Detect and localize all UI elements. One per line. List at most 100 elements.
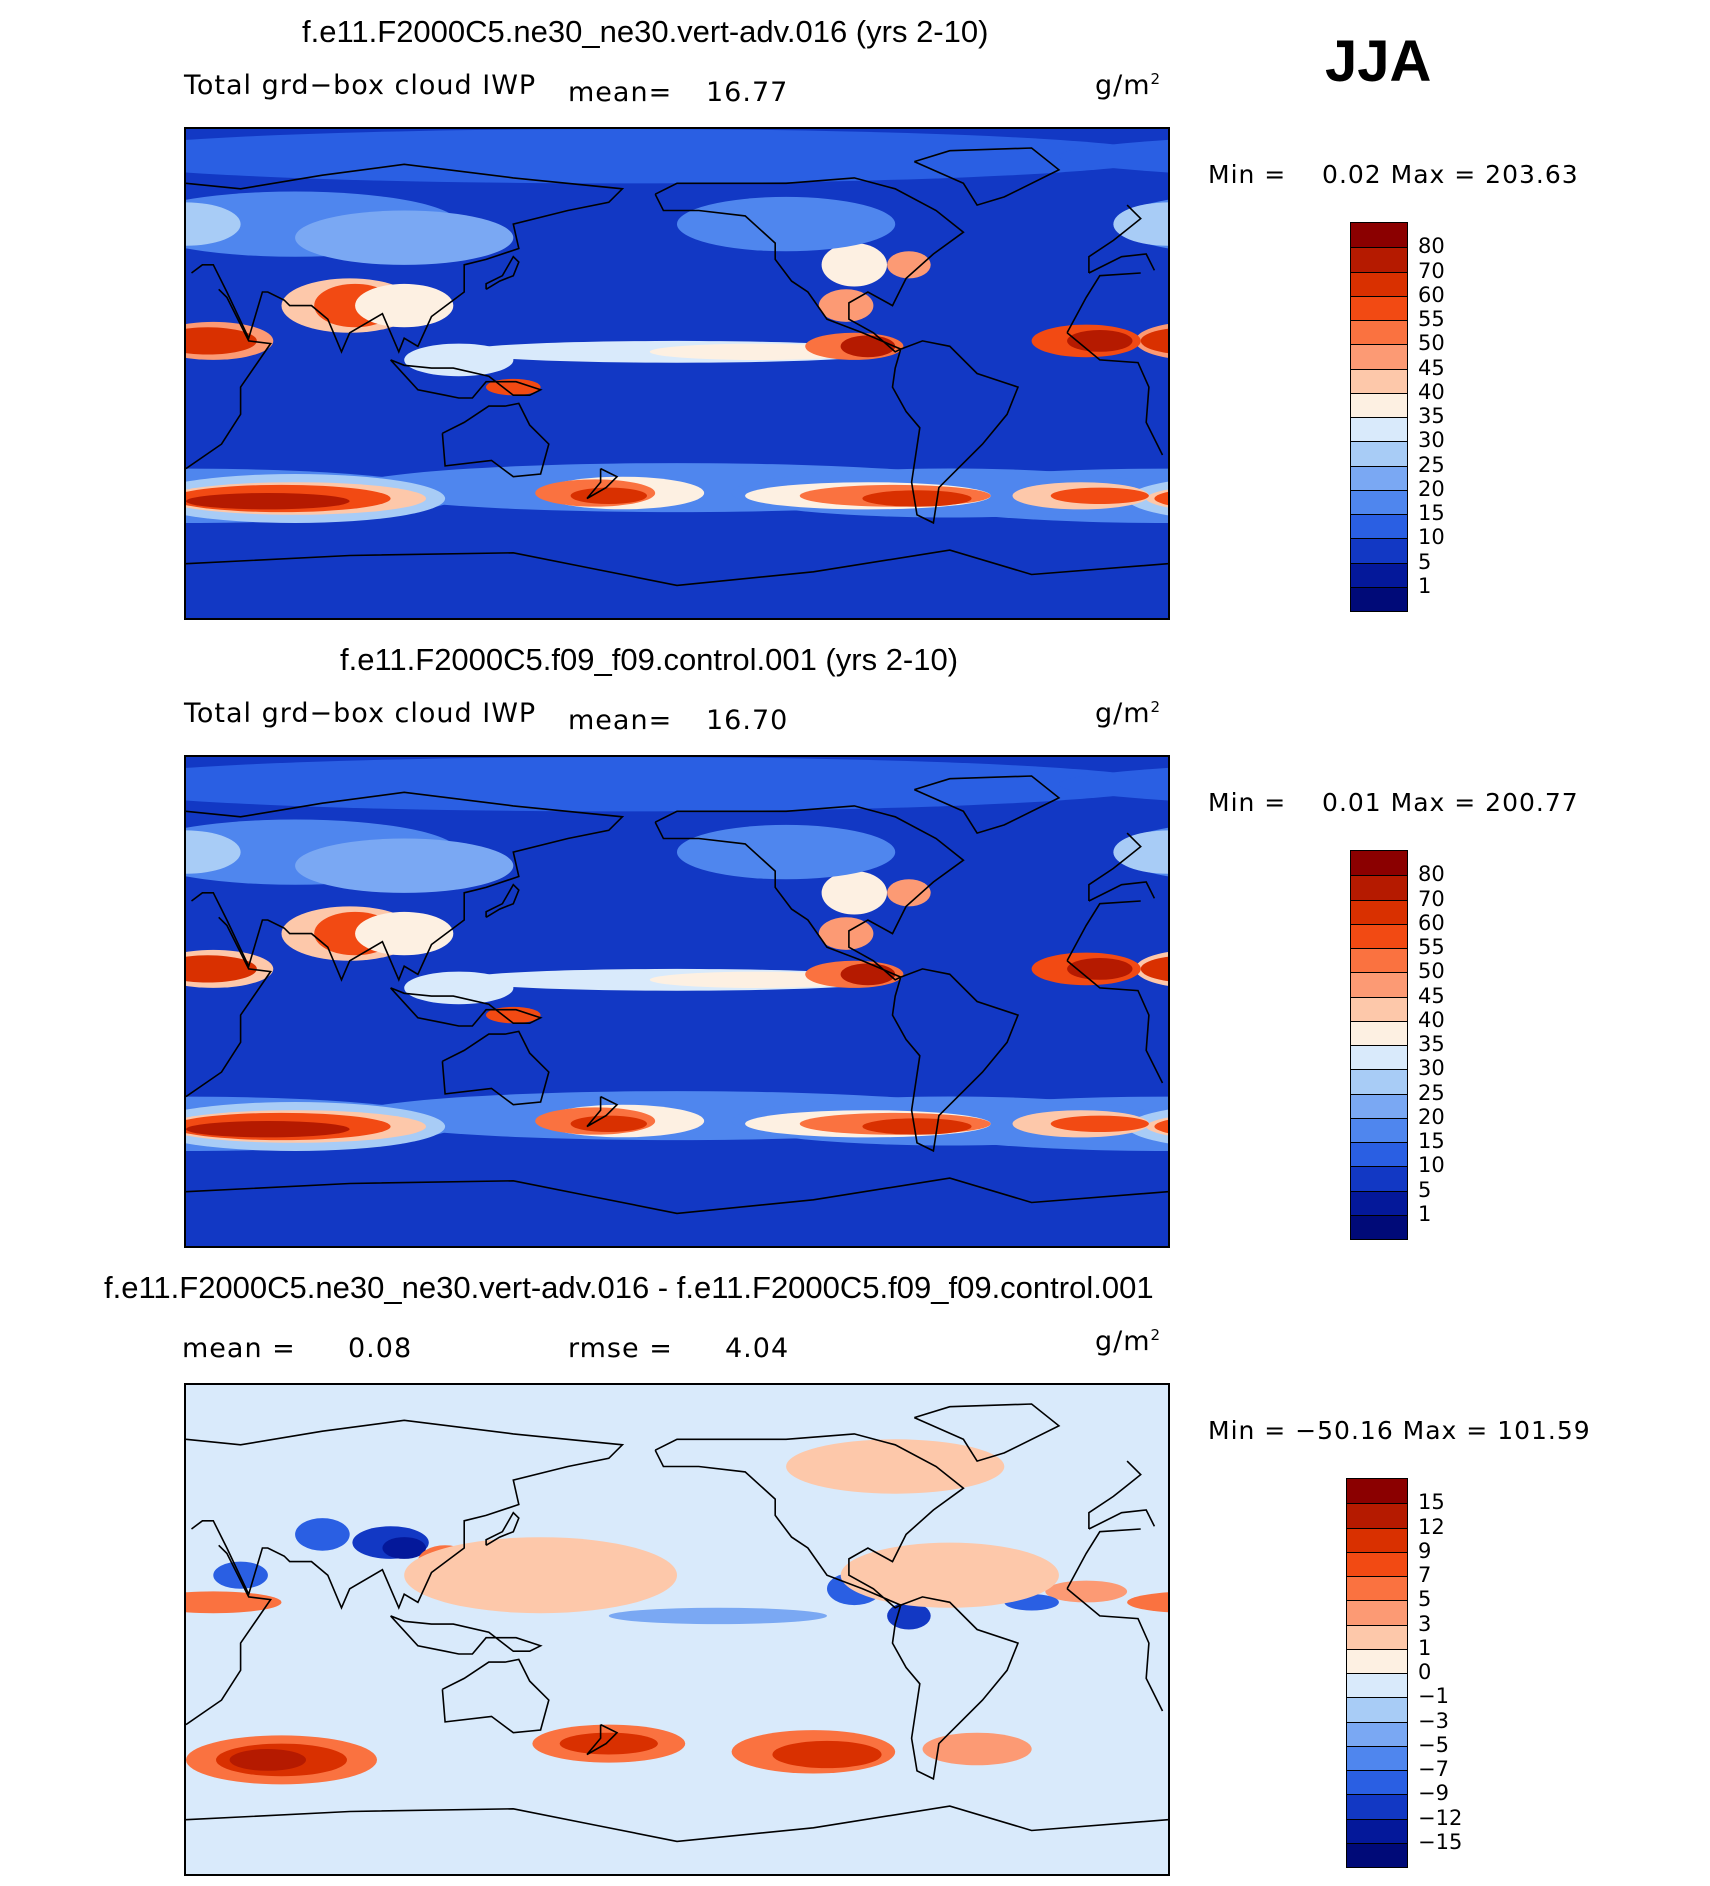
field-contour xyxy=(295,1518,350,1551)
season-label: JJA xyxy=(1325,29,1432,94)
colorbar-swatch xyxy=(1351,948,1407,973)
field-contour xyxy=(1113,202,1168,246)
field-contour xyxy=(1050,487,1149,504)
field-contour xyxy=(821,243,887,287)
colorbar-tick-label: 40 xyxy=(1418,379,1445,404)
colorbar-swatch xyxy=(1351,562,1407,587)
field-contour xyxy=(677,196,896,252)
colorbar-tick-label: 15 xyxy=(1418,1129,1445,1153)
colorbar-swatch xyxy=(1351,514,1407,539)
colorbar-swatch xyxy=(1351,417,1407,442)
panel-1-min-max: Min = 0.02 Max = 203.63 xyxy=(1208,160,1579,189)
field-contour xyxy=(677,824,896,880)
colorbar-tick-label: 50 xyxy=(1418,331,1445,356)
panel-2-title: f.e11.F2000C5.f09_f09.control.001 (yrs 2… xyxy=(340,642,959,677)
field-contour xyxy=(229,1749,306,1771)
field-contour xyxy=(295,838,514,893)
colorbar-swatch xyxy=(1347,1648,1407,1673)
colorbar-tick-label: 30 xyxy=(1418,1056,1445,1081)
colorbar-tick-label: 30 xyxy=(1418,428,1445,453)
colorbar-tick-label: 55 xyxy=(1418,307,1445,331)
colorbar-swatch xyxy=(1351,899,1407,924)
field-contour xyxy=(1154,491,1168,506)
colorbar-tick-label: 70 xyxy=(1418,258,1445,283)
coastline xyxy=(891,340,1020,525)
coastline xyxy=(186,163,1156,354)
field-layer xyxy=(186,1439,1168,1785)
field-contour xyxy=(862,490,972,507)
coastline xyxy=(586,467,619,500)
colorbar-swatch xyxy=(1351,586,1407,611)
coastline xyxy=(654,1433,965,1609)
colorbar-swatch xyxy=(1347,1624,1407,1649)
panel-2-map xyxy=(184,755,1170,1248)
field-contour xyxy=(570,487,647,504)
panel-1-mean-label: mean= xyxy=(568,77,673,108)
colorbar-swatch xyxy=(1347,1673,1407,1698)
field-contour xyxy=(862,1118,972,1135)
panel-3-mean-label: mean = xyxy=(182,1333,296,1364)
colorbar-tick-label: 35 xyxy=(1418,1032,1445,1056)
field-contour xyxy=(186,757,1168,812)
panel-2-min-max: Min = 0.01 Max = 200.77 xyxy=(1208,788,1579,817)
coastline xyxy=(913,147,1061,207)
colorbar-tick-label: 50 xyxy=(1418,959,1445,984)
colorbar-swatch xyxy=(1351,1020,1407,1045)
field-contour xyxy=(186,1591,282,1614)
field-contour xyxy=(608,1607,827,1625)
field-contour xyxy=(295,210,514,265)
field-contour xyxy=(570,1115,647,1132)
field-contour xyxy=(1058,139,1168,173)
colorbar-swatch xyxy=(1347,1721,1407,1746)
field-contour xyxy=(486,1006,541,1024)
coastline xyxy=(913,775,1061,835)
colorbar-swatch xyxy=(1347,1600,1407,1625)
colorbar-swatch xyxy=(1351,1117,1407,1142)
colorbar-swatch xyxy=(1347,1551,1407,1576)
colorbar-swatch xyxy=(1351,1045,1407,1070)
field-contour xyxy=(786,1439,1005,1494)
field-contour xyxy=(513,1651,841,1717)
field-contour xyxy=(186,830,241,874)
coastline xyxy=(186,549,1168,587)
coastline xyxy=(654,805,965,981)
colorbar-tick-label: 20 xyxy=(1418,476,1445,501)
colorbar-swatch xyxy=(1351,538,1407,563)
colorbar-swatch xyxy=(1347,1818,1407,1843)
colorbar-tick-label: 1 xyxy=(1418,1201,1432,1226)
colorbar-tick-label: 5 xyxy=(1418,549,1432,574)
panel-3-rmse-value: 4.04 xyxy=(725,1333,790,1364)
field-contour xyxy=(887,879,931,907)
panel-2-units: g/m2 xyxy=(1095,698,1162,729)
panel-3-mean-value: 0.08 xyxy=(348,1333,413,1364)
colorbar-swatch xyxy=(1347,1479,1407,1504)
coastline xyxy=(186,1805,1168,1843)
coastline xyxy=(390,987,543,1027)
colorbar-swatch xyxy=(1351,1166,1407,1191)
panel-2-colorbar xyxy=(1350,850,1408,1240)
coastline xyxy=(186,272,1164,470)
coastline xyxy=(186,1177,1168,1215)
colorbar-tick-label: 1 xyxy=(1418,1635,1432,1660)
coastline xyxy=(485,1511,520,1546)
colorbar-swatch xyxy=(1351,223,1407,248)
field-contour xyxy=(1058,767,1168,801)
colorbar-tick-label: 25 xyxy=(1418,452,1445,477)
map-background xyxy=(186,1385,1168,1874)
field-contour xyxy=(213,1645,487,1722)
field-contour xyxy=(1140,328,1168,354)
field-contour xyxy=(887,1602,931,1630)
colorbar-swatch xyxy=(1347,1527,1407,1552)
colorbar-tick-label: 40 xyxy=(1418,1007,1445,1032)
panel-1-variable-label: Total grd−box cloud IWP xyxy=(184,70,537,101)
colorbar-swatch xyxy=(1351,1142,1407,1167)
coastline xyxy=(586,1095,619,1128)
colorbar-tick-label: −3 xyxy=(1418,1708,1449,1733)
colorbar-tick-label: −9 xyxy=(1418,1781,1449,1806)
field-contour xyxy=(840,963,896,986)
colorbar-tick-label: 10 xyxy=(1418,1153,1445,1178)
colorbar-tick-label: 35 xyxy=(1418,404,1445,428)
colorbar-swatch xyxy=(1351,247,1407,272)
field-contour xyxy=(186,1121,350,1138)
field-contour xyxy=(404,343,514,377)
